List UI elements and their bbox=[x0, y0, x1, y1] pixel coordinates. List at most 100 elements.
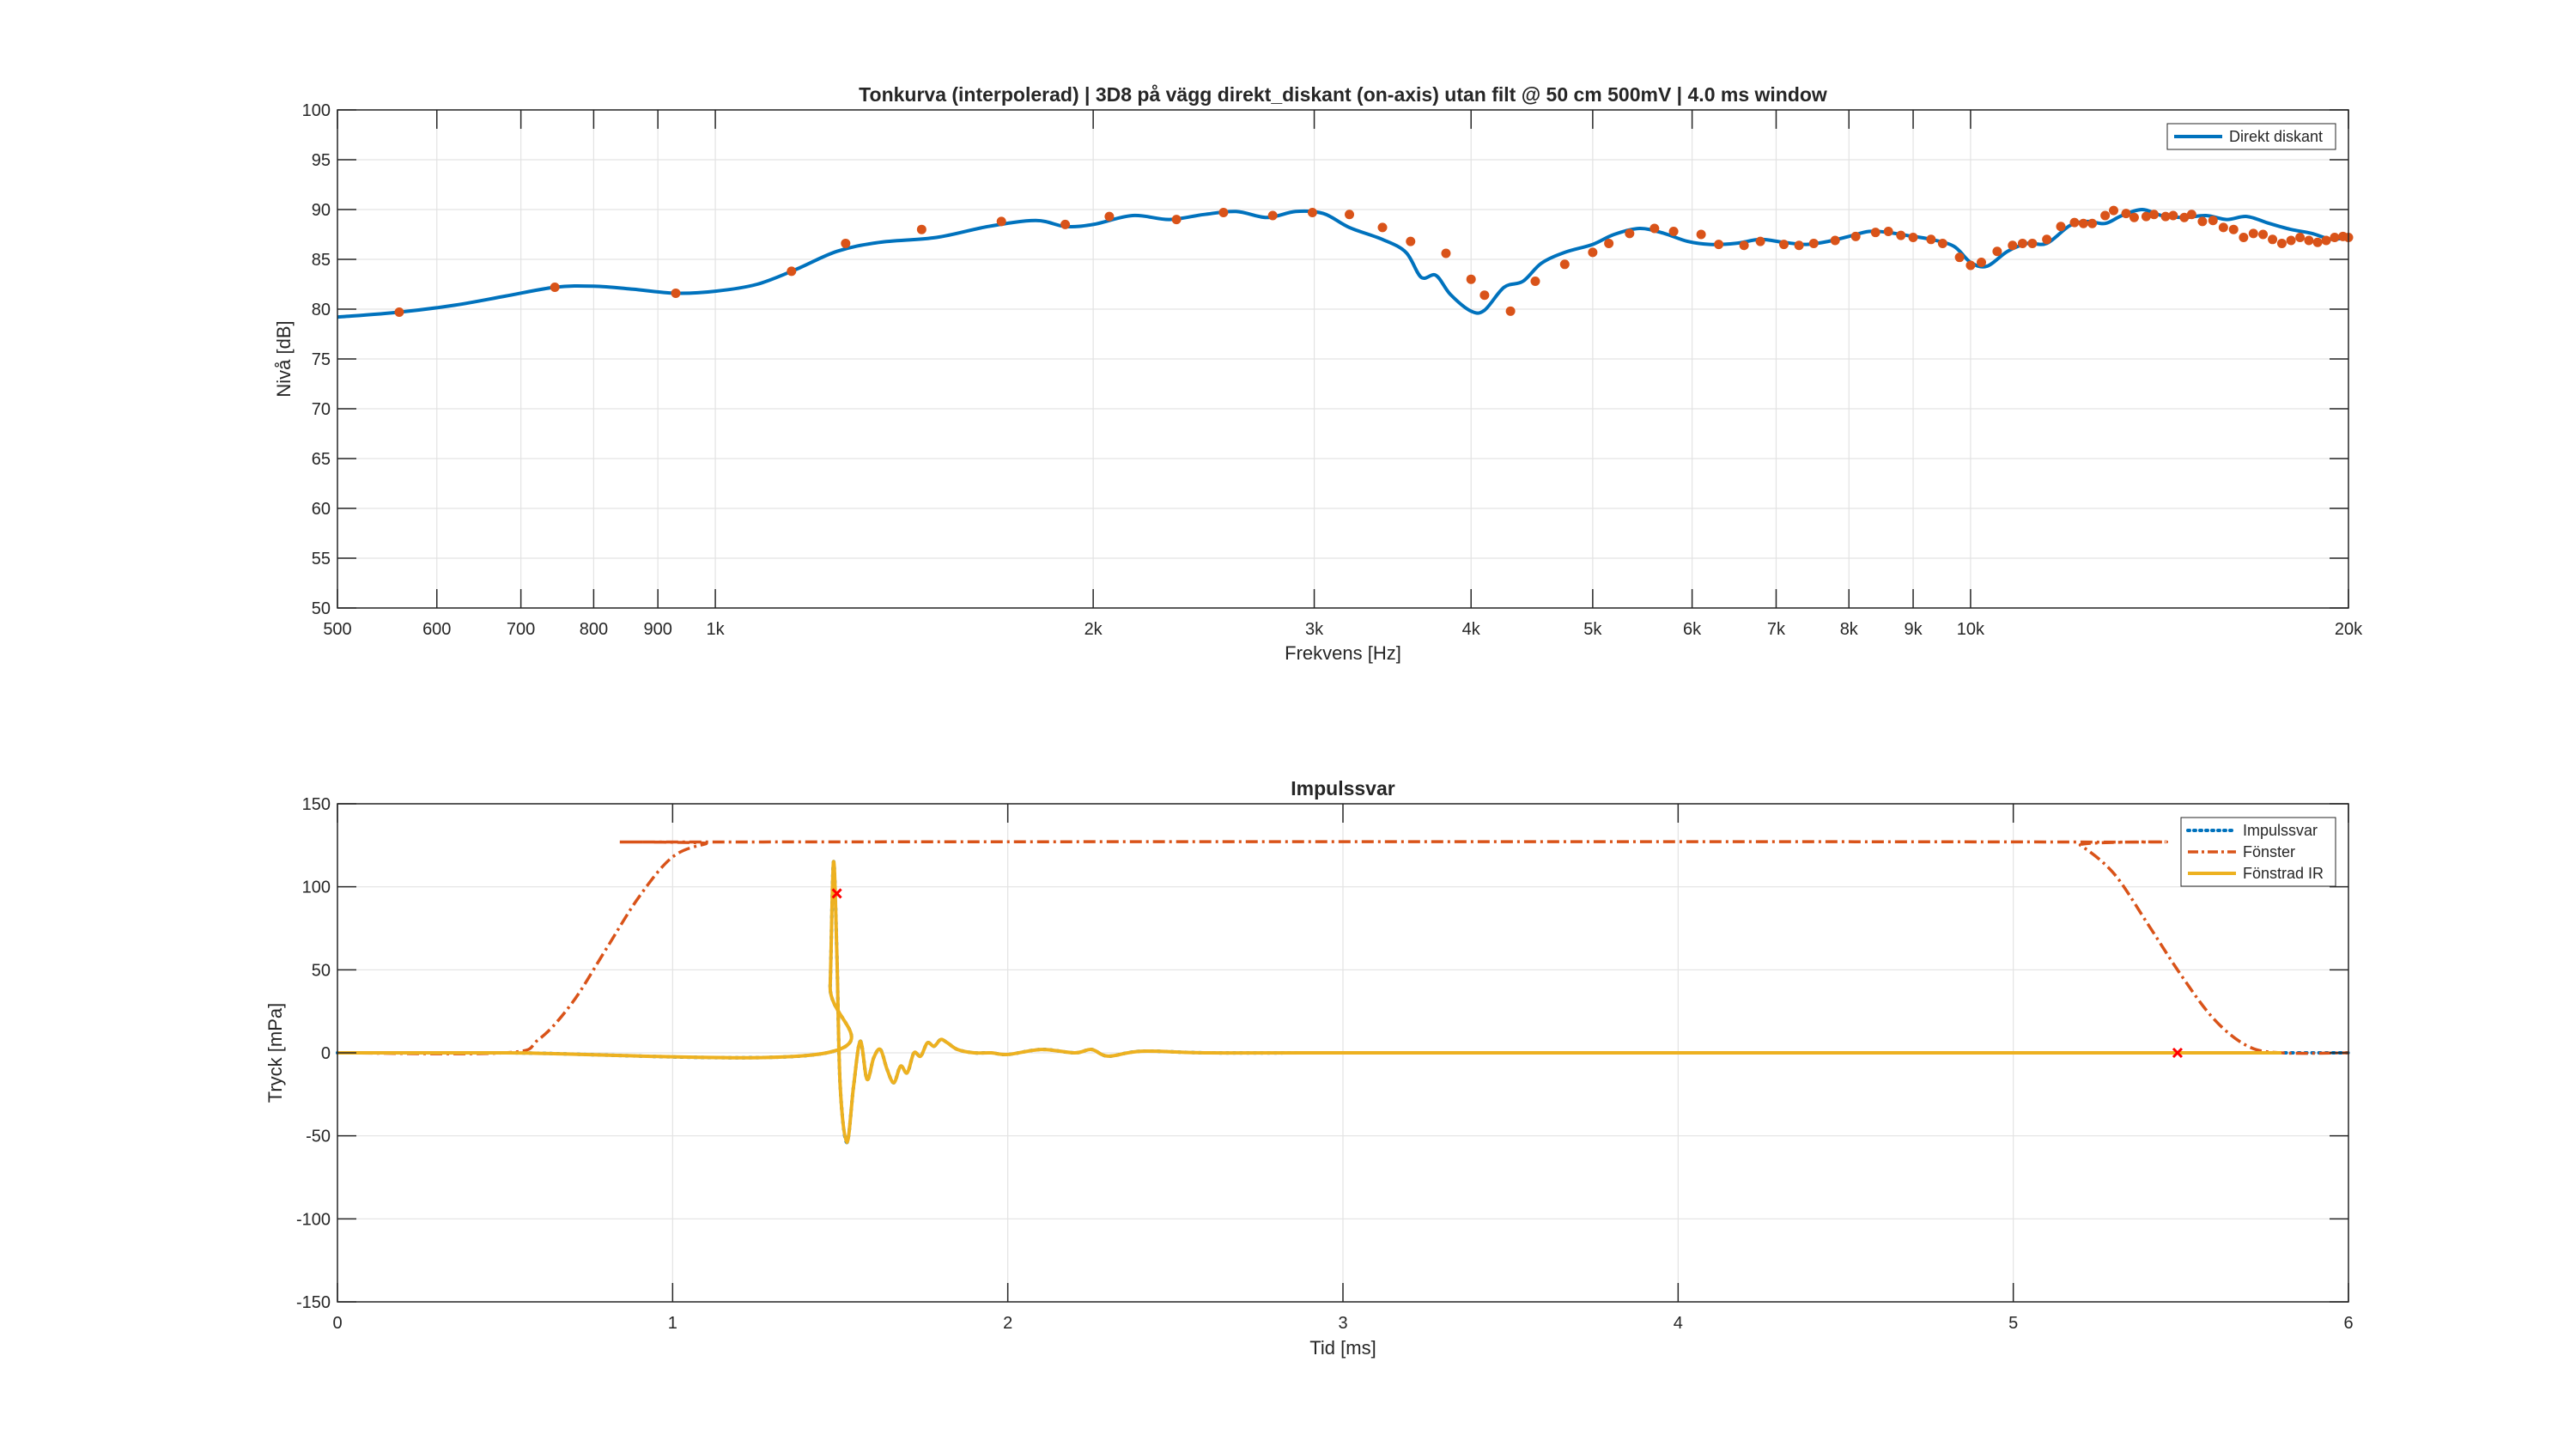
y-tick-label: 150 bbox=[302, 795, 331, 814]
impulse-response-chart: Impulssvar 0 1 2 3 4 5 6 -150 -100 -50 0 50 100 150 T… bbox=[264, 777, 2354, 1359]
data-point-marker bbox=[1870, 228, 1880, 238]
y-tick-label: 70 bbox=[312, 400, 331, 419]
data-point-marker bbox=[2027, 238, 2038, 248]
legend: Direkt diskant bbox=[2166, 123, 2336, 150]
legend-label-fonster: Fönster bbox=[2243, 843, 2295, 860]
x-tick-label: 8k bbox=[1840, 620, 1859, 639]
data-point-marker bbox=[2321, 235, 2331, 246]
data-point-marker bbox=[1307, 207, 1317, 217]
y-tick-label: 75 bbox=[312, 350, 331, 369]
data-point-marker bbox=[1965, 260, 1976, 271]
y-tick-label: 50 bbox=[312, 961, 331, 980]
x-tick-label: 3 bbox=[1338, 1314, 1347, 1333]
x-marker bbox=[831, 888, 842, 899]
data-point-marker bbox=[1937, 238, 1947, 248]
data-point-marker bbox=[1377, 222, 1388, 233]
data-point-marker bbox=[2304, 235, 2314, 246]
x-tick-label: 10k bbox=[1957, 620, 1985, 639]
y-axis-label: Tryck [mPa] bbox=[264, 1003, 286, 1103]
legend-label-impulssvar: Impulssvar bbox=[2243, 822, 2318, 839]
y-tick-label: 0 bbox=[321, 1044, 331, 1063]
data-point-marker bbox=[2129, 212, 2139, 222]
data-point-marker bbox=[2109, 205, 2119, 216]
y-tick-label: 85 bbox=[312, 251, 331, 270]
ticks: 0 1 2 3 4 5 6 -150 -100 -50 0 50 100 150 bbox=[296, 795, 2354, 1333]
data-point-marker bbox=[1778, 240, 1789, 250]
x-tick-label: 6k bbox=[1683, 620, 1702, 639]
data-point-marker bbox=[2208, 216, 2218, 226]
y-tick-label: 65 bbox=[312, 450, 331, 469]
data-point-marker bbox=[787, 266, 797, 277]
data-point-marker bbox=[1883, 227, 1893, 237]
grid bbox=[337, 109, 2349, 609]
data-point-marker bbox=[1218, 207, 1229, 217]
y-tick-label: 60 bbox=[312, 500, 331, 519]
x-tick-label: 3k bbox=[1305, 620, 1324, 639]
data-point-marker bbox=[2042, 234, 2052, 245]
data-point-marker bbox=[916, 224, 927, 234]
y-tick-label: 50 bbox=[312, 599, 331, 618]
x-tick-label: 700 bbox=[507, 620, 535, 639]
data-point-marker bbox=[2056, 222, 2066, 232]
series-line-f-nstrad-ir bbox=[337, 860, 2281, 1145]
data-point-marker bbox=[2268, 234, 2278, 245]
data-point-marker bbox=[2149, 210, 2160, 220]
data-point-marker bbox=[2160, 211, 2171, 222]
data-point-marker bbox=[2008, 240, 2018, 251]
y-axis-label: Nivå [dB] bbox=[273, 320, 295, 397]
data-point-marker bbox=[1714, 240, 1724, 250]
data-point-marker bbox=[1668, 227, 1679, 237]
data-point-marker bbox=[1896, 230, 1906, 240]
data-point-marker bbox=[2141, 211, 2151, 222]
x-tick-label: 800 bbox=[580, 620, 608, 639]
y-tick-label: 55 bbox=[312, 550, 331, 568]
data-point-marker bbox=[1977, 257, 1987, 267]
data-point-marker bbox=[1530, 277, 1540, 287]
x-tick-label: 6 bbox=[2343, 1314, 2353, 1333]
data-point-marker bbox=[1060, 219, 1071, 229]
data-point-marker bbox=[1505, 306, 1516, 316]
y-tick-label: 80 bbox=[312, 301, 331, 319]
x-tick-label: 2 bbox=[1003, 1314, 1012, 1333]
data-point-marker bbox=[2168, 210, 2178, 221]
frequency-response-chart: Tonkurva (interpolerad) | 3D8 på vägg di… bbox=[273, 83, 2363, 664]
data-point-marker bbox=[1625, 228, 1635, 239]
data-point-marker bbox=[1479, 290, 1490, 301]
data-point-marker bbox=[1830, 235, 1840, 246]
data-point-marker bbox=[1441, 248, 1451, 258]
x-tick-label: 600 bbox=[422, 620, 451, 639]
y-tick-label: 100 bbox=[302, 101, 331, 120]
plot-area bbox=[336, 840, 2350, 1145]
data-point-marker bbox=[394, 307, 404, 317]
data-point-marker bbox=[1926, 234, 1936, 245]
x-axis-label: Frekvens [Hz] bbox=[1285, 642, 1401, 664]
x-tick-label: 0 bbox=[332, 1314, 342, 1333]
data-point-marker bbox=[2228, 224, 2239, 234]
data-point-marker bbox=[1649, 223, 1660, 234]
data-point-marker bbox=[2078, 218, 2088, 228]
x-tick-label: 4 bbox=[1674, 1314, 1683, 1333]
x-tick-label: 20k bbox=[2335, 620, 2363, 639]
data-point-marker bbox=[1954, 252, 1965, 263]
data-point-marker bbox=[2248, 228, 2258, 239]
data-point-marker bbox=[2239, 232, 2249, 242]
plot-area bbox=[337, 205, 2354, 319]
x-tick-label: 2k bbox=[1084, 620, 1103, 639]
legend-label-direkt-diskant: Direkt diskant bbox=[2229, 128, 2323, 145]
y-tick-label: 90 bbox=[312, 201, 331, 220]
y-tick-label: 100 bbox=[302, 878, 331, 897]
data-point-marker bbox=[1908, 232, 1918, 242]
data-point-marker bbox=[2087, 218, 2098, 228]
ticks: 500 600 700 800 900 1k 2k 3k 4k 5k 6k 7k 8k 9k 10k 20k 5… bbox=[302, 101, 2363, 639]
data-point-marker bbox=[1794, 240, 1804, 251]
data-point-marker bbox=[1406, 236, 1416, 246]
x-tick-label: 1k bbox=[707, 620, 726, 639]
data-point-marker bbox=[2330, 232, 2340, 242]
data-point-marker bbox=[996, 216, 1006, 227]
data-point-marker bbox=[2276, 238, 2287, 248]
data-point-marker bbox=[2312, 237, 2323, 247]
y-tick-label: -100 bbox=[296, 1210, 331, 1229]
data-point-marker bbox=[1808, 238, 1819, 248]
data-point-marker bbox=[841, 238, 851, 248]
